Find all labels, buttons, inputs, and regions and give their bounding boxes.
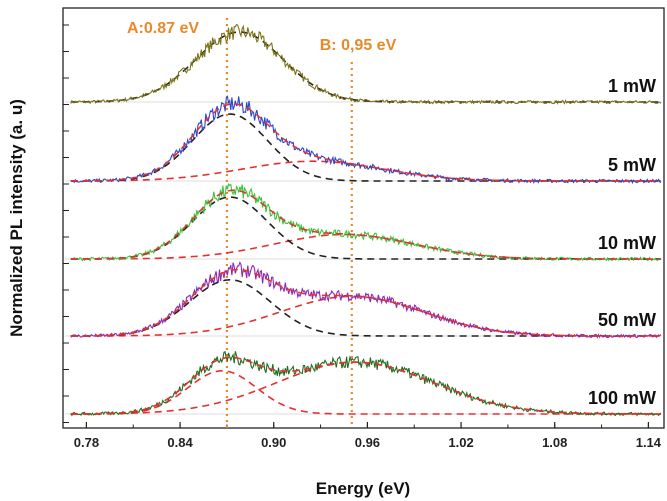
x-axis-tick-labels: 0.78 0.84 0.90 0.96 1.02 1.08 1.14 (74, 435, 662, 450)
data-series (70, 183, 662, 262)
fit-peak-a (70, 370, 661, 415)
sum-fit-curves (70, 103, 661, 415)
data-series (70, 23, 662, 105)
y-axis-ticks (63, 24, 69, 423)
peak-labels: A:0.87 eV B: 0,95 eV (127, 20, 397, 54)
data-curves (70, 23, 662, 417)
fit-peak-a (70, 278, 661, 337)
plot-frame (62, 7, 665, 429)
x-tick-label: 1.02 (448, 435, 473, 450)
peak-label: B: 0,95 eV (320, 37, 397, 54)
fit-sum (70, 356, 661, 415)
power-label: 100 mW (588, 388, 656, 408)
fit-peak-b (70, 233, 661, 260)
x-tick-label: 1.14 (636, 435, 662, 450)
data-series (70, 261, 662, 339)
y-axis-title: Normalized PL intensity (a. u) (7, 99, 26, 337)
x-tick-label: 0.90 (261, 435, 286, 450)
x-axis-title: Energy (eV) (316, 479, 410, 498)
fit-peak-a (70, 113, 661, 182)
x-tick-label: 1.08 (542, 435, 567, 450)
fit-peak-b (70, 295, 661, 337)
fit-peak-b (70, 160, 661, 182)
power-label: 5 mW (608, 155, 656, 175)
power-label: 10 mW (598, 233, 656, 253)
x-tick-label: 0.96 (355, 435, 380, 450)
power-labels: 1 mW 5 mW 10 mW 50 mW 100 mW (588, 76, 656, 408)
x-axis-ticks (85, 422, 649, 428)
panel-baselines (65, 101, 662, 415)
power-label: 1 mW (608, 76, 656, 96)
peak-label: A:0.87 eV (127, 20, 199, 37)
fit-sum (70, 189, 661, 260)
fit-sum (70, 103, 661, 182)
x-tick-label: 0.78 (74, 435, 99, 450)
peak-marker-lines (225, 18, 353, 428)
fit-sum (70, 268, 661, 337)
x-tick-label: 0.84 (167, 435, 193, 450)
fit-peak-a (70, 196, 661, 260)
fit-peak-a (70, 31, 661, 103)
power-label: 50 mW (598, 310, 656, 330)
